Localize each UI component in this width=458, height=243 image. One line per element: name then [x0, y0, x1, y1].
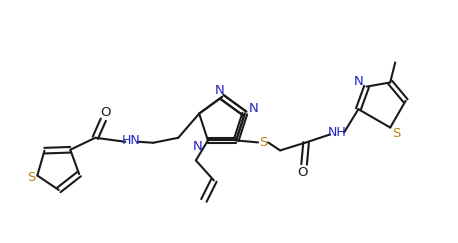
- Text: N: N: [249, 102, 259, 115]
- Text: NH: NH: [328, 126, 347, 139]
- Text: S: S: [259, 136, 267, 149]
- Text: N: N: [354, 75, 364, 88]
- Text: O: O: [297, 166, 307, 179]
- Text: HN: HN: [122, 134, 141, 147]
- Text: N: N: [193, 140, 203, 153]
- Text: O: O: [100, 106, 110, 119]
- Text: S: S: [392, 127, 400, 140]
- Text: S: S: [27, 171, 36, 184]
- Text: N: N: [215, 84, 225, 96]
